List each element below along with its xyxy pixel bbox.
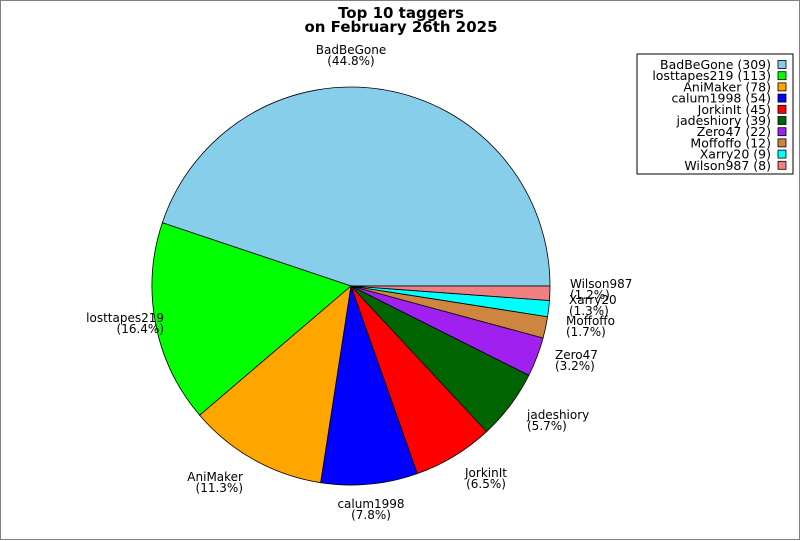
legend-entry-label: calum1998 (54) <box>671 91 771 106</box>
legend-entry-label: Wilson987 (8) <box>684 158 771 173</box>
slice-label-percent: (1.2%) <box>570 288 610 302</box>
slice-label-name: JorkinIt <box>464 466 507 480</box>
legend-swatch <box>777 149 787 159</box>
legend-entry-label: AniMaker (78) <box>683 79 771 94</box>
legend-entry-label: Zero47 (22) <box>697 124 771 139</box>
legend-swatch <box>777 138 787 148</box>
slice-label-name: Wilson987 <box>570 277 632 291</box>
legend-swatch <box>777 71 787 81</box>
pie-slice-calum1998 <box>320 285 418 486</box>
pie-slice-losttapes219 <box>151 222 352 416</box>
chart-title-line-1: Top 10 taggers <box>338 4 464 22</box>
slice-label-percent: (11.3%) <box>196 481 243 495</box>
legend-entry-label: JorkinIt (45) <box>697 102 771 117</box>
legend-box <box>636 53 794 175</box>
legend-swatch <box>777 82 787 92</box>
legend-swatch <box>777 93 787 103</box>
legend-swatch <box>777 116 787 125</box>
slice-label-name: AniMaker <box>187 470 243 484</box>
legend: BadBeGone (309)losttapes219 (113)AniMake… <box>636 53 794 175</box>
slice-label-percent: (6.5%) <box>466 477 506 491</box>
slice-label-percent: (1.3%) <box>569 304 609 318</box>
slice-label-percent: (5.7%) <box>527 419 567 433</box>
legend-swatch <box>777 60 787 69</box>
slice-label-percent: (7.8%) <box>351 508 391 522</box>
slice-label-name: Moffoffo <box>566 314 615 328</box>
pie-slice-wilson987 <box>350 285 551 301</box>
slice-label-name: Zero47 <box>555 348 598 362</box>
pie-slice-animaker <box>199 284 352 484</box>
slice-label-percent: (1.7%) <box>566 325 606 339</box>
pie-slice-badbegone <box>161 86 551 287</box>
legend-entry-label: Xarry20 (9) <box>700 147 771 162</box>
slice-label-percent: (16.4%) <box>117 322 164 336</box>
slice-label-percent: (44.8%) <box>327 54 374 68</box>
chart-title-line-2: on February 26th 2025 <box>304 18 497 36</box>
legend-swatch <box>777 127 787 137</box>
slice-label-name: calum1998 <box>337 497 404 511</box>
legend-entry-label: jadeshiory (39) <box>676 113 771 128</box>
legend-entry-label: BadBeGone (309) <box>660 57 771 72</box>
legend-swatch <box>777 160 787 170</box>
slice-label-percent: (3.2%) <box>555 359 595 373</box>
pie-slice-labels: BadBeGone(44.8%) losttapes219(16.4%) AniMa… <box>86 43 632 522</box>
slice-label-name: jadeshiory <box>526 408 589 422</box>
legend-entry-label: Moffoffo (12) <box>690 135 771 150</box>
legend-entry-label: losttapes219 (113) <box>652 68 771 83</box>
slice-label-name: BadBeGone <box>316 43 386 57</box>
pie-slices <box>151 86 551 486</box>
legend-swatch <box>777 104 787 114</box>
slice-label-name: losttapes219 <box>86 311 164 325</box>
slice-label-name: Xarry20 <box>569 293 617 307</box>
